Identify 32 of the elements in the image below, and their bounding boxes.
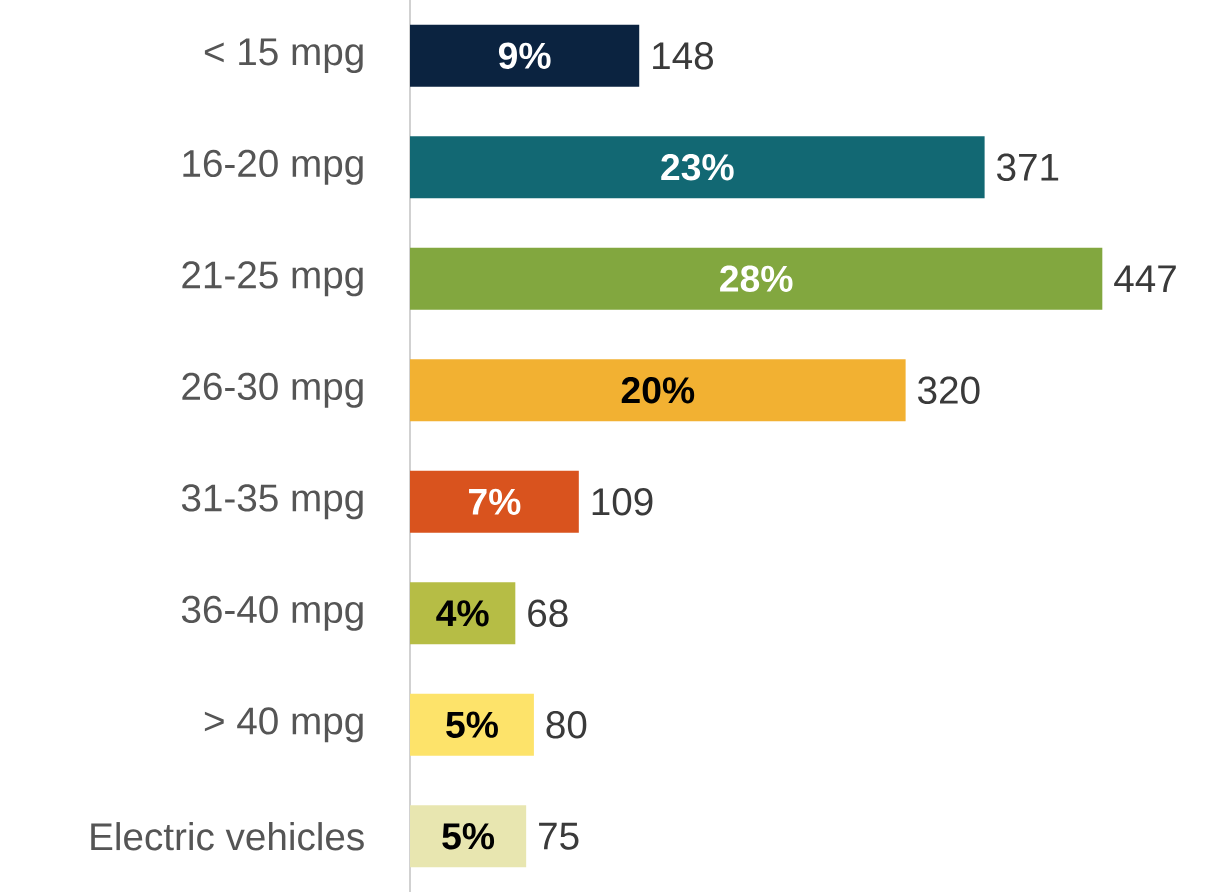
- annotation: 5%: [446, 711, 498, 738]
- annotation: 4%: [436, 600, 489, 627]
- data-label: 148: [653, 42, 713, 70]
- data-label: 109: [592, 488, 653, 516]
- bar: [410, 582, 516, 645]
- bar: [410, 247, 1103, 310]
- annotation: 20%: [621, 377, 695, 404]
- bar: [410, 693, 534, 756]
- y-tick-label: 21-25 mpg: [182, 261, 363, 297]
- bar: [410, 24, 640, 87]
- y-tick-label: 36-40 mpg: [181, 595, 363, 631]
- y-tick-label: 16-20 mpg: [183, 149, 363, 185]
- data-label: 68: [528, 599, 568, 627]
- annotation: 7%: [469, 488, 521, 515]
- annotation: 28%: [720, 265, 793, 292]
- bar: [410, 359, 906, 422]
- annotation: 9%: [498, 42, 551, 69]
- y-tick-label: < 15 mpg: [204, 38, 363, 74]
- y-tick-label: > 40 mpg: [204, 707, 363, 743]
- bar: [410, 470, 579, 533]
- data-label: 447: [1114, 265, 1176, 293]
- annotation: 5%: [442, 823, 495, 850]
- bar: [410, 136, 985, 199]
- data-label: 75: [539, 822, 579, 850]
- y-tick-label: Electric vehicles: [91, 822, 364, 851]
- y-tick-label: 26-30 mpg: [182, 372, 363, 408]
- data-label: 320: [918, 376, 980, 404]
- y-tick-label: 31-35 mpg: [181, 484, 363, 520]
- data-label: 80: [546, 711, 587, 739]
- data-label: 371: [997, 153, 1059, 181]
- bar: [410, 805, 527, 868]
- annotation: 23%: [661, 154, 734, 181]
